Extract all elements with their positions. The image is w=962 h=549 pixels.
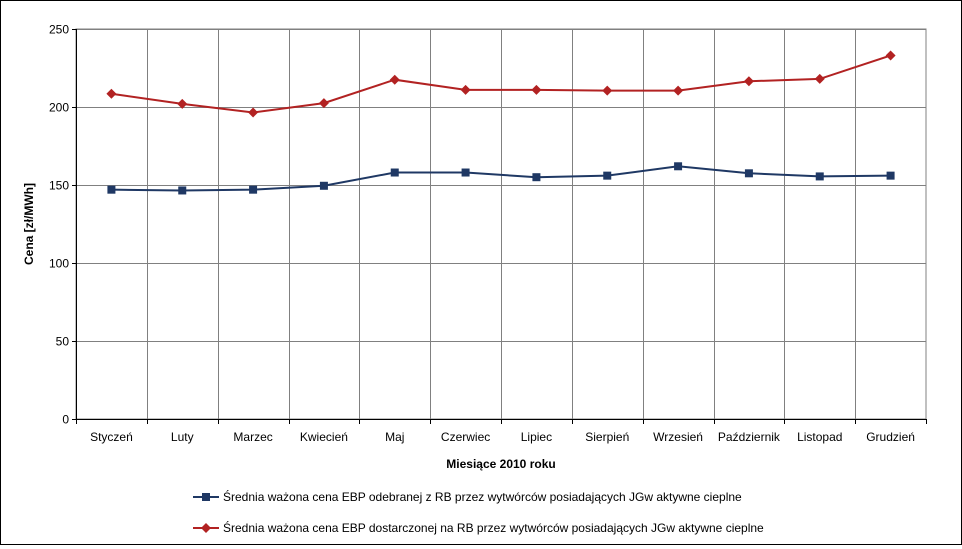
data-point — [743, 76, 754, 87]
series-1 — [107, 162, 895, 195]
data-point — [744, 169, 753, 178]
data-point — [178, 186, 187, 195]
gridlines — [76, 29, 926, 420]
y-tick-label: 250 — [49, 23, 69, 37]
data-point — [249, 185, 258, 194]
data-point — [673, 85, 684, 96]
x-tick-label: Marzec — [233, 430, 272, 444]
data-point — [318, 98, 329, 109]
data-point — [319, 181, 328, 190]
data-point — [390, 168, 399, 177]
x-tick-label: Październik — [718, 430, 781, 444]
data-point — [815, 172, 824, 181]
data-point — [106, 88, 117, 99]
data-point — [389, 74, 400, 85]
data-point — [107, 185, 116, 194]
x-tick-label: Maj — [385, 430, 404, 444]
x-tick-label: Wrzesień — [653, 430, 703, 444]
legend-label: Średnia ważona cena EBP dostarczonej na … — [223, 520, 764, 535]
y-axis-title: Cena [zł/MWh] — [22, 183, 36, 265]
x-tick-label: Kwiecień — [300, 430, 348, 444]
legend-marker — [201, 523, 211, 533]
data-point — [177, 98, 188, 109]
y-tick-label: 100 — [49, 257, 69, 271]
y-tick-label: 0 — [62, 413, 69, 427]
data-point — [531, 84, 542, 95]
data-point — [603, 171, 612, 180]
y-axis-ticks: 0 50 100 150 200 250 — [49, 23, 76, 427]
x-tick-label: Luty — [171, 430, 194, 444]
x-tick-label: Grudzień — [866, 430, 915, 444]
series-2 — [106, 50, 896, 118]
data-point — [532, 173, 541, 182]
series-1-line — [111, 165, 891, 192]
x-tick-label: Czerwiec — [441, 430, 490, 444]
x-tick-label: Sierpień — [585, 430, 629, 444]
data-point — [886, 171, 895, 180]
data-point — [885, 50, 896, 61]
data-point — [602, 85, 613, 96]
legend: Średnia ważona cena EBP odebranej z RB p… — [193, 489, 764, 535]
y-tick-label: 150 — [49, 179, 69, 193]
legend-label: Średnia ważona cena EBP odebranej z RB p… — [223, 489, 742, 504]
data-point — [674, 162, 683, 171]
x-tick-label: Listopad — [797, 430, 842, 444]
series-group — [106, 50, 896, 195]
legend-item-1: Średnia ważona cena EBP odebranej z RB p… — [193, 489, 742, 504]
x-axis-ticks: Styczeń Luty Marzec Kwiecień Maj Czerwiec Lipi… — [76, 419, 927, 444]
legend-item-2: Średnia ważona cena EBP dostarczonej na … — [193, 520, 764, 535]
y-tick-label: 50 — [56, 335, 70, 349]
x-axis-title: Miesiące 2010 roku — [446, 457, 555, 471]
data-point — [460, 84, 471, 95]
data-point — [461, 168, 470, 177]
legend-marker — [202, 493, 210, 501]
y-tick-label: 200 — [49, 101, 69, 115]
x-tick-label: Styczeń — [90, 430, 133, 444]
data-point — [248, 107, 259, 118]
data-point — [814, 73, 825, 84]
x-tick-label: Lipiec — [521, 430, 552, 444]
series-2-line — [111, 54, 891, 114]
